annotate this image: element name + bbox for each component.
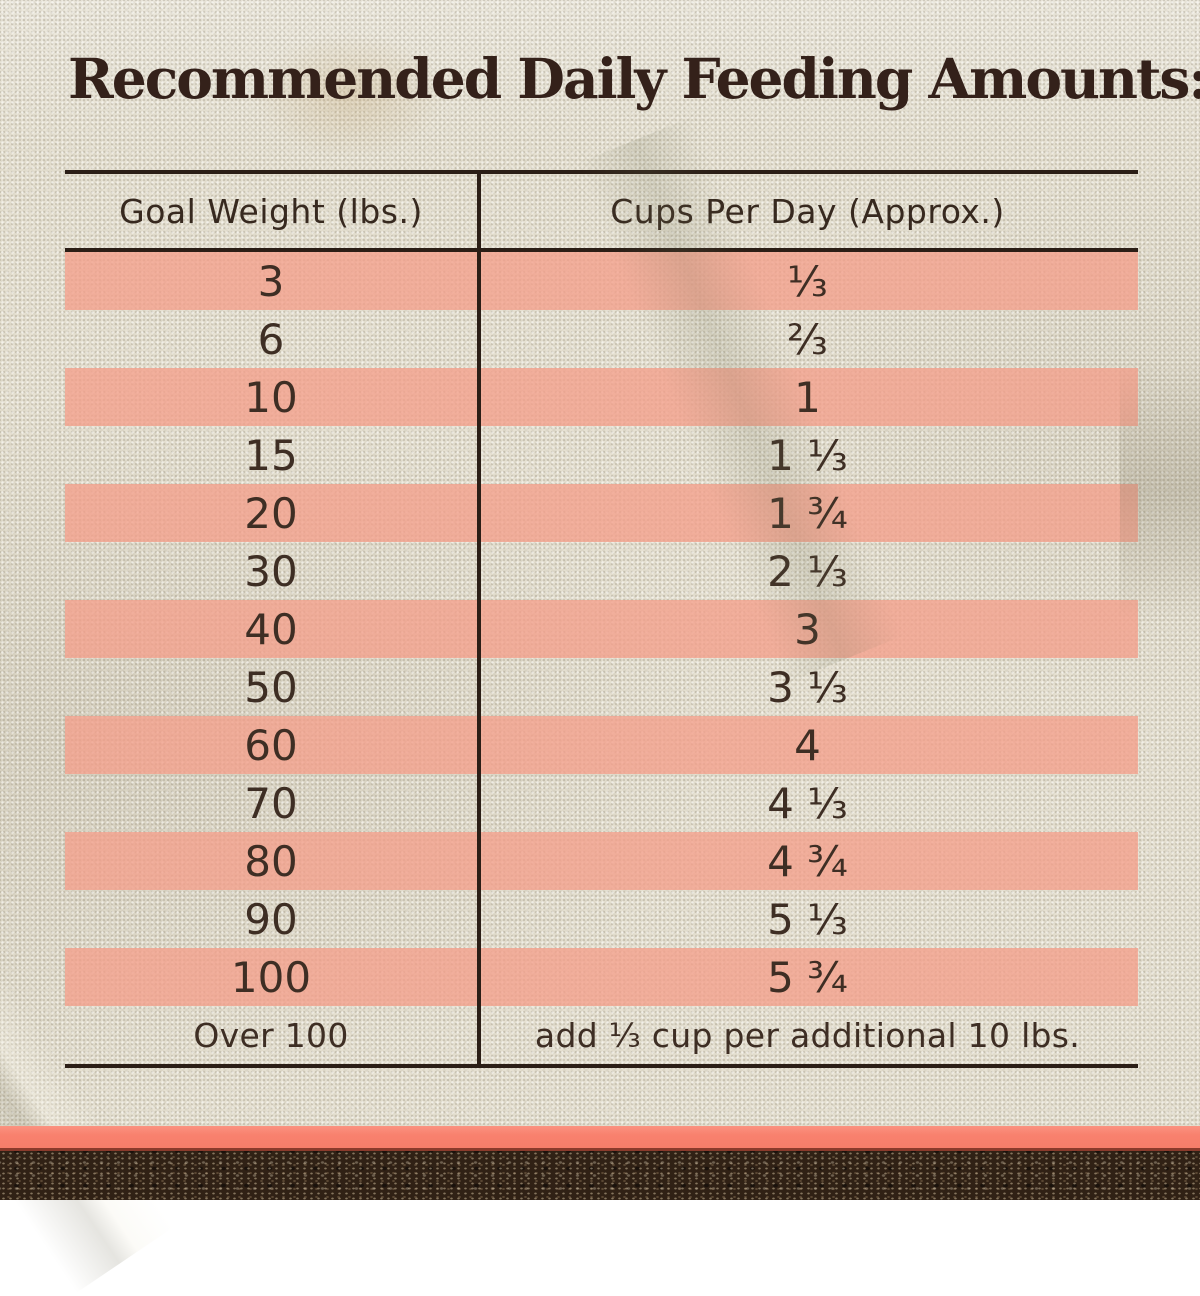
goal-weight-cell: 40 bbox=[244, 604, 298, 654]
table-row: 70 4 ⅓ bbox=[65, 774, 1138, 832]
goal-weight-cell: 80 bbox=[244, 836, 298, 886]
column-divider bbox=[477, 174, 481, 1064]
table-row: 80 4 ¾ bbox=[65, 832, 1138, 890]
table-row: 20 1 ¾ bbox=[65, 484, 1138, 542]
cups-cell: 5 ¾ bbox=[767, 952, 848, 1002]
cups-cell: ⅓ bbox=[787, 256, 828, 306]
table-header-row: Goal Weight (lbs.) Cups Per Day (Approx.… bbox=[65, 174, 1138, 252]
table-row: 40 3 bbox=[65, 600, 1138, 658]
goal-weight-cell: 6 bbox=[257, 314, 285, 364]
table-row: 3 ⅓ bbox=[65, 252, 1138, 310]
cups-cell: ⅔ bbox=[787, 314, 828, 364]
cups-cell: 4 ¾ bbox=[767, 836, 848, 886]
coral-accent-bar bbox=[0, 1126, 1200, 1151]
feeding-table: Goal Weight (lbs.) Cups Per Day (Approx.… bbox=[65, 170, 1138, 1068]
table-row: Over 100 add ⅓ cup per additional 10 lbs… bbox=[65, 1006, 1138, 1064]
cups-cell: 5 ⅓ bbox=[767, 894, 848, 944]
goal-weight-cell: 30 bbox=[244, 546, 298, 596]
goal-weight-cell: 90 bbox=[244, 894, 298, 944]
table-row: 90 5 ⅓ bbox=[65, 890, 1138, 948]
soil-texture-band bbox=[0, 1151, 1200, 1200]
cups-cell: 2 ⅓ bbox=[767, 546, 848, 596]
goal-weight-cell: 60 bbox=[244, 720, 298, 770]
goal-weight-cell: 50 bbox=[244, 662, 298, 712]
page-title: Recommended Daily Feeding Amounts: bbox=[68, 46, 1200, 111]
goal-weight-cell: Over 100 bbox=[193, 1015, 349, 1055]
cups-cell: 3 bbox=[794, 604, 821, 654]
goal-weight-cell: 20 bbox=[244, 488, 298, 538]
cups-cell: 4 ⅓ bbox=[767, 778, 848, 828]
table-row: 10 1 bbox=[65, 368, 1138, 426]
table-body: 3 ⅓ 6 ⅔ 10 1 15 1 ⅓ 20 1 ¾ 30 2 ⅓ bbox=[65, 174, 1138, 1064]
goal-weight-cell: 70 bbox=[244, 778, 298, 828]
table-row: 30 2 ⅓ bbox=[65, 542, 1138, 600]
table-row: 6 ⅔ bbox=[65, 310, 1138, 368]
table-row: 50 3 ⅓ bbox=[65, 658, 1138, 716]
table-row: 15 1 ⅓ bbox=[65, 426, 1138, 484]
goal-weight-cell: 3 bbox=[257, 256, 285, 306]
goal-weight-cell: 15 bbox=[244, 430, 298, 480]
table-row: 100 5 ¾ bbox=[65, 948, 1138, 1006]
cups-cell: 4 bbox=[794, 720, 821, 770]
column-header-goal-weight: Goal Weight (lbs.) bbox=[119, 191, 423, 231]
cups-cell: 1 ¾ bbox=[767, 488, 848, 538]
cups-cell: 1 bbox=[794, 372, 821, 422]
goal-weight-cell: 100 bbox=[230, 952, 312, 1002]
table-row: 60 4 bbox=[65, 716, 1138, 774]
cups-cell: add ⅓ cup per additional 10 lbs. bbox=[534, 1015, 1081, 1055]
cups-cell: 1 ⅓ bbox=[767, 430, 848, 480]
column-header-cups-per-day: Cups Per Day (Approx.) bbox=[610, 191, 1005, 231]
cups-cell: 3 ⅓ bbox=[767, 662, 848, 712]
goal-weight-cell: 10 bbox=[244, 372, 298, 422]
